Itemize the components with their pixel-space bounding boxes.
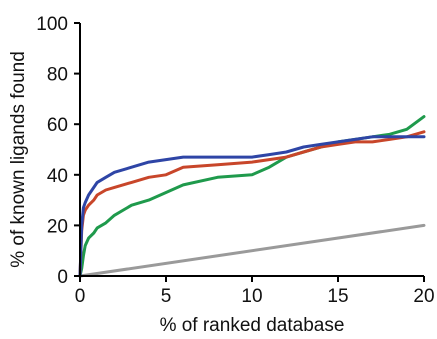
x-axis-label: % of ranked database: [160, 315, 345, 336]
y-tick-label: 40: [47, 166, 68, 187]
series-layer: [78, 115, 426, 278]
axes-layer: [79, 23, 424, 277]
y-tick-label: 0: [57, 267, 68, 288]
y-tick-label: 80: [47, 65, 68, 86]
x-tick-label: 15: [327, 286, 348, 307]
series-line-4: [78, 223, 426, 278]
x-tick-label: 5: [161, 286, 172, 307]
y-tick-label: 100: [36, 14, 68, 35]
ticks-layer: 0 5 10 15 20 0 20 40 60 80 100: [36, 14, 434, 307]
x-tick-label: 0: [75, 286, 86, 307]
x-tick-label: 20: [413, 286, 434, 307]
x-tick-label: 10: [241, 286, 262, 307]
y-axis-label: % of known ligands found: [8, 51, 29, 268]
series-line-1: [78, 135, 426, 278]
series-line-2: [78, 130, 426, 278]
y-tick-label: 20: [47, 216, 68, 237]
y-tick-label: 60: [47, 115, 68, 136]
